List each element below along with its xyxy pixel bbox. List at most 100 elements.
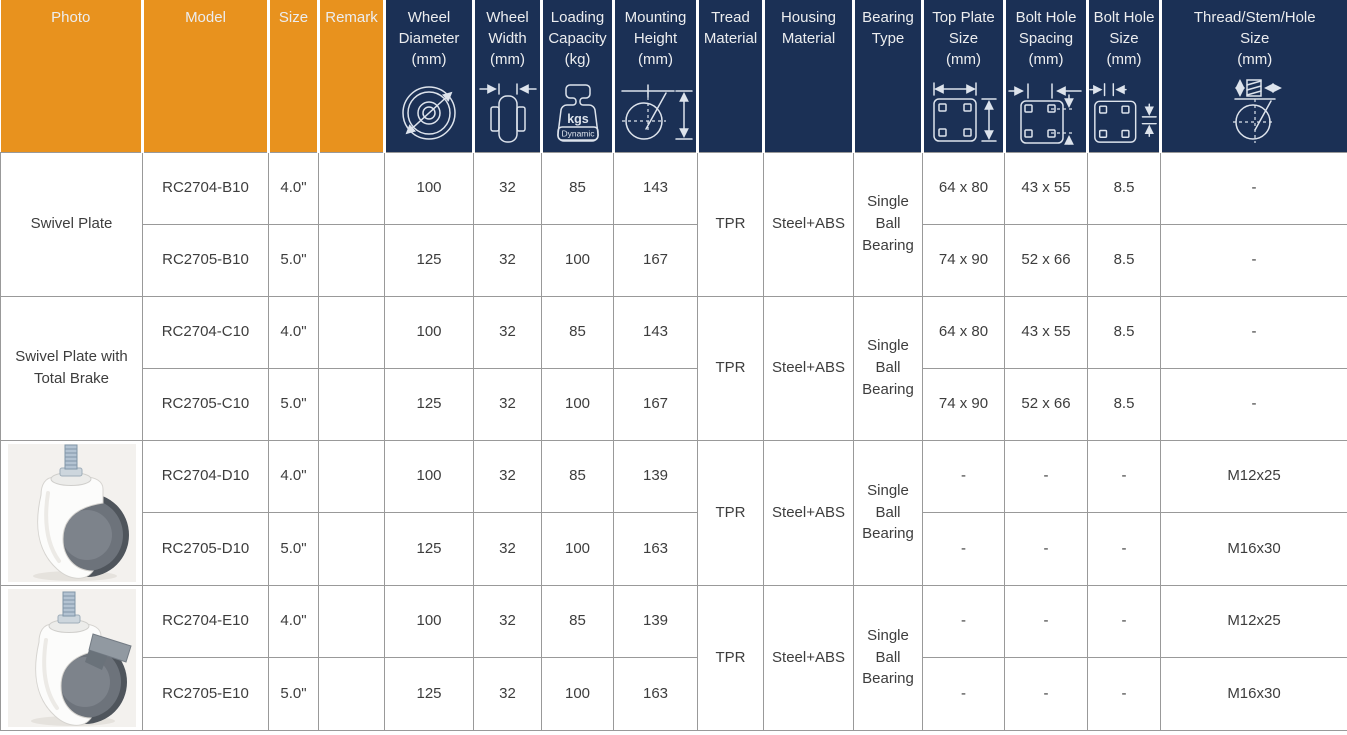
top-plate-size-cell: 74 x 90 <box>922 367 1005 441</box>
thread-stem-hole-cell: M12x25 <box>1160 439 1347 513</box>
top-plate-size-cell: - <box>922 512 1005 586</box>
size-cell: 4.0" <box>268 151 319 225</box>
mounting-height-cell: 163 <box>613 657 698 731</box>
col-header-loading-capacity: Loading Capacity (kg) kgs Dynamic <box>541 0 615 152</box>
header-label: Loading Capacity (kg) <box>548 9 607 68</box>
loading-capacity-cell: 85 <box>541 584 614 658</box>
remark-cell <box>318 584 385 658</box>
size-cell: 5.0" <box>268 512 319 586</box>
dynamic-label: Dynamic <box>561 128 595 138</box>
wheel-diameter-cell: 100 <box>384 151 474 225</box>
wheel-width-icon <box>475 81 540 145</box>
top-plate-size-cell: 74 x 90 <box>922 223 1005 297</box>
size-cell: 4.0" <box>268 439 319 513</box>
wheel-diameter-cell: 125 <box>384 367 474 441</box>
loading-capacity-icon: kgs Dynamic <box>543 81 612 145</box>
bolt-hole-spacing-cell: - <box>1004 439 1088 513</box>
header-label: Housing Material <box>780 9 837 47</box>
header-label: Photo <box>51 9 91 26</box>
bolt-hole-spacing-cell: - <box>1004 657 1088 731</box>
wheel-width-cell: 32 <box>473 439 542 513</box>
col-header-wheel-width: Wheel Width (mm) <box>473 0 543 152</box>
wheel-diameter-cell: 100 <box>384 295 474 369</box>
table-row: RC2705-B10 5.0" 125 32 100 167 74 x 90 5… <box>1 223 1347 297</box>
bearing-type-cell: Single Ball Bearing <box>853 584 923 731</box>
loading-capacity-cell: 85 <box>541 151 614 225</box>
mounting-height-cell: 143 <box>613 151 698 225</box>
table-row: RC2705-E10 5.0" 125 32 100 163 - - - M16… <box>1 657 1347 731</box>
loading-capacity-cell: 100 <box>541 223 614 297</box>
bolt-hole-size-cell: - <box>1087 657 1161 731</box>
wheel-width-cell: 32 <box>473 151 542 225</box>
photo-cell: Swivel Plate <box>0 151 143 297</box>
model-cell: RC2705-D10 <box>142 512 269 586</box>
bolt-hole-size-cell: 8.5 <box>1087 295 1161 369</box>
top-plate-size-cell: 64 x 80 <box>922 295 1005 369</box>
bolt-hole-size-cell: - <box>1087 584 1161 658</box>
top-plate-size-cell: - <box>922 584 1005 658</box>
tread-material-cell: TPR <box>697 584 764 731</box>
thread-stem-hole-cell: - <box>1160 295 1347 369</box>
thread-stem-hole-icon <box>1162 75 1347 145</box>
header-label: Wheel Diameter (mm) <box>398 9 460 68</box>
bearing-type-cell: Single Ball Bearing <box>853 295 923 441</box>
mounting-height-cell: 139 <box>613 439 698 513</box>
housing-material-cell: Steel+ABS <box>763 439 854 586</box>
tread-material-cell: TPR <box>697 439 764 586</box>
col-header-housing-material: Housing Material <box>763 0 855 152</box>
remark-cell <box>318 439 385 513</box>
header-label: Thread/Stem/Hole Size (mm) <box>1193 9 1316 68</box>
model-cell: RC2704-E10 <box>142 584 269 658</box>
bolt-hole-size-cell: 8.5 <box>1087 367 1161 441</box>
remark-cell <box>318 223 385 297</box>
wheel-diameter-cell: 125 <box>384 657 474 731</box>
loading-capacity-cell: 85 <box>541 295 614 369</box>
col-header-tread-material: Tread Material <box>697 0 765 152</box>
mounting-height-cell: 167 <box>613 223 698 297</box>
model-cell: RC2705-C10 <box>142 367 269 441</box>
stem-caster-photo <box>3 443 140 583</box>
bolt-hole-spacing-cell: 52 x 66 <box>1004 223 1088 297</box>
bearing-type-cell: Single Ball Bearing <box>853 151 923 297</box>
bolt-hole-size-cell: - <box>1087 439 1161 513</box>
model-cell: RC2705-B10 <box>142 223 269 297</box>
top-plate-size-cell: 64 x 80 <box>922 151 1005 225</box>
col-header-bolt-hole-spacing: Bolt Hole Spacing (mm) <box>1004 0 1089 152</box>
top-plate-size-cell: - <box>922 657 1005 731</box>
top-plate-size-cell: - <box>922 439 1005 513</box>
wheel-width-cell: 32 <box>473 584 542 658</box>
header-label: Size <box>278 9 309 26</box>
thread-stem-hole-cell: M16x30 <box>1160 512 1347 586</box>
size-cell: 5.0" <box>268 223 319 297</box>
thread-stem-hole-cell: - <box>1160 367 1347 441</box>
model-cell: RC2705-E10 <box>142 657 269 731</box>
header-label: Bolt Hole Spacing (mm) <box>1015 9 1077 68</box>
wheel-width-cell: 32 <box>473 512 542 586</box>
model-cell: RC2704-B10 <box>142 151 269 225</box>
thread-stem-hole-cell: - <box>1160 223 1347 297</box>
col-header-model: Model <box>142 0 270 152</box>
table-row: RC2705-C10 5.0" 125 32 100 167 74 x 90 5… <box>1 367 1347 441</box>
header-label: Mounting Height (mm) <box>624 9 687 68</box>
mounting-height-cell: 139 <box>613 584 698 658</box>
col-header-photo: Photo <box>0 0 144 152</box>
remark-cell <box>318 512 385 586</box>
col-header-mounting-height: Mounting Height (mm) <box>613 0 699 152</box>
wheel-diameter-cell: 125 <box>384 512 474 586</box>
tread-material-cell: TPR <box>697 151 764 297</box>
photo-cell <box>0 439 143 586</box>
bolt-hole-spacing-cell: - <box>1004 512 1088 586</box>
mounting-height-cell: 163 <box>613 512 698 586</box>
thread-stem-hole-cell: M12x25 <box>1160 584 1347 658</box>
col-header-top-plate-size: Top Plate Size (mm) <box>922 0 1006 152</box>
header-label: Bolt Hole Size (mm) <box>1093 9 1155 68</box>
col-header-bolt-hole-size: Bolt Hole Size (mm) <box>1087 0 1162 152</box>
remark-cell <box>318 295 385 369</box>
header-label: Top Plate Size (mm) <box>932 9 995 68</box>
header-row: Photo Model Size Remark Wheel Diameter (… <box>0 0 1347 152</box>
bolt-hole-size-cell: - <box>1087 512 1161 586</box>
model-cell: RC2704-D10 <box>142 439 269 513</box>
mounting-height-cell: 143 <box>613 295 698 369</box>
